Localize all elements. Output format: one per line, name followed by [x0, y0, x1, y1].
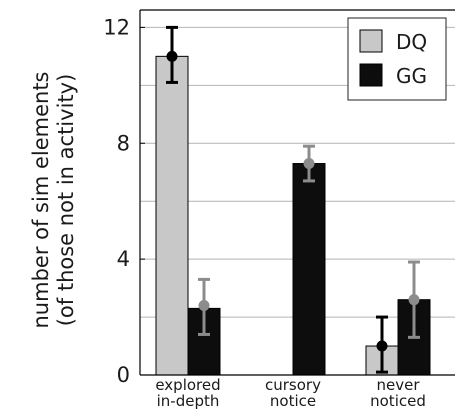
axes	[139, 9, 455, 376]
legend-label-gg: GG	[396, 64, 427, 88]
y-axis-title-line: number of sim elements	[29, 72, 53, 329]
y-ticks: 0 4 8 12	[103, 15, 145, 387]
bar-dq-1	[155, 55, 189, 376]
mean-marker	[376, 340, 388, 352]
y-axis-title-line: (of those not in activity)	[54, 74, 78, 327]
x-tick-label: cursory	[265, 376, 321, 394]
error-bars	[166, 25, 420, 374]
y-tick-label: 4	[117, 247, 130, 271]
x-tick-label: never	[376, 376, 420, 394]
legend-label-dq: DQ	[396, 30, 427, 54]
legend-swatch-gg	[359, 63, 383, 87]
legend: DQ GG	[347, 17, 447, 101]
y-axis-title: number of sim elements (of those not in a…	[29, 72, 78, 329]
x-tick-label: in-depth	[157, 392, 220, 410]
mean-marker	[166, 50, 178, 62]
mean-marker	[198, 299, 210, 311]
mean-marker	[303, 158, 315, 170]
y-tick-label: 0	[117, 363, 130, 387]
legend-swatch-dq	[359, 29, 383, 53]
bars	[155, 55, 431, 376]
bar-gg-2	[292, 163, 326, 376]
x-tick-label: notice	[270, 392, 316, 410]
x-tick-label: noticed	[370, 392, 426, 410]
x-tick-label: explored	[155, 376, 220, 394]
y-tick-label: 8	[117, 131, 130, 155]
mean-marker	[408, 294, 420, 306]
y-tick-label: 12	[103, 15, 130, 39]
